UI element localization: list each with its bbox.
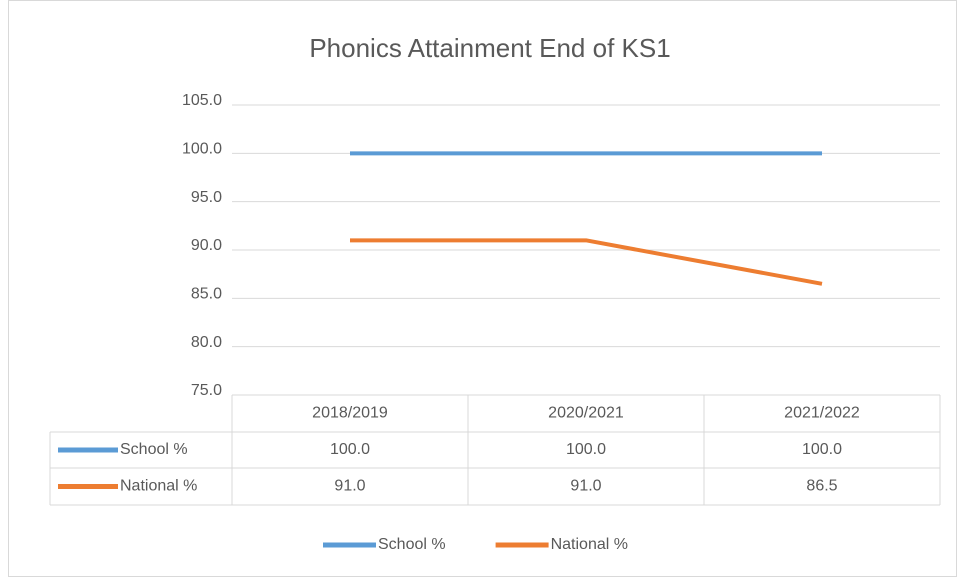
y-tick-label: 85.0 <box>191 286 222 303</box>
y-tick-label: 90.0 <box>191 237 222 254</box>
table-series-name: National % <box>120 478 197 495</box>
y-tick-label: 105.0 <box>182 92 222 109</box>
y-tick-label: 95.0 <box>191 189 222 206</box>
table-series-name: School % <box>120 441 188 458</box>
x-tick-label: 2020/2021 <box>548 405 624 422</box>
table-value: 100.0 <box>802 441 842 458</box>
table-value: 100.0 <box>566 441 606 458</box>
chart-frame <box>8 0 957 577</box>
x-tick-label: 2021/2022 <box>784 405 860 422</box>
table-value: 100.0 <box>330 441 370 458</box>
legend-label: School % <box>378 536 446 553</box>
x-tick-label: 2018/2019 <box>312 405 388 422</box>
y-tick-label: 100.0 <box>182 141 222 158</box>
table-value: 91.0 <box>570 478 601 495</box>
table-value: 86.5 <box>806 478 837 495</box>
y-tick-label: 80.0 <box>191 334 222 351</box>
series-line <box>350 238 823 286</box>
table-value: 91.0 <box>334 478 365 495</box>
chart-title: Phonics Attainment End of KS1 <box>309 33 670 63</box>
y-tick-label: 75.0 <box>191 382 222 399</box>
legend-label: National % <box>551 536 628 553</box>
